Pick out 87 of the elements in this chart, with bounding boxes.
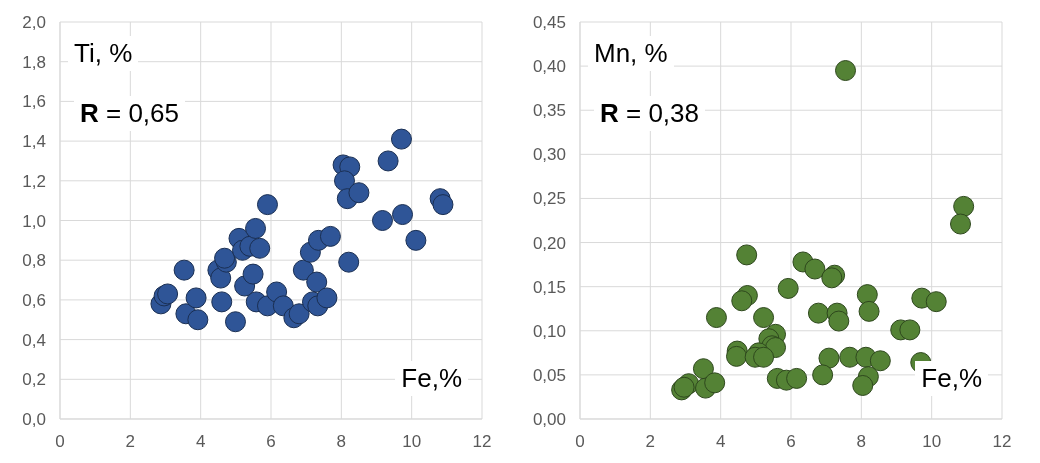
x-tick-label: 2 <box>645 432 656 452</box>
y-axis-title: Mn, % <box>588 36 674 71</box>
point <box>187 309 209 331</box>
point <box>173 259 195 281</box>
point <box>807 302 829 324</box>
x-tick-label: 12 <box>992 432 1012 452</box>
x-tick-label: 4 <box>195 432 206 452</box>
point <box>210 267 232 289</box>
point <box>835 60 857 82</box>
y-tick-label: 0,6 <box>22 290 46 310</box>
point <box>316 287 338 309</box>
x-tick-label: 8 <box>856 432 867 452</box>
y-tick-label: 1,0 <box>22 211 46 231</box>
point <box>899 319 921 341</box>
point <box>338 251 360 273</box>
point <box>377 150 399 172</box>
point <box>242 263 264 285</box>
point <box>348 182 370 204</box>
point <box>869 350 891 372</box>
y-tick-label: 0,0 <box>22 410 46 430</box>
x-tick-label: 2 <box>125 432 136 452</box>
point <box>704 372 726 394</box>
y-tick-label: 0,35 <box>532 101 566 121</box>
point <box>405 229 427 251</box>
point <box>371 210 393 231</box>
point <box>725 345 747 367</box>
x-tick-label: 0 <box>575 432 585 452</box>
point <box>288 303 310 325</box>
x-axis-title: Fe,% <box>395 361 468 396</box>
y-tick-label: 0,15 <box>532 277 566 297</box>
point <box>777 277 799 299</box>
x-tick-label: 4 <box>715 432 726 452</box>
point <box>950 213 971 235</box>
y-tick-label: 0,20 <box>532 233 566 253</box>
x-tick-label: 0 <box>55 432 65 452</box>
point <box>786 367 808 389</box>
point <box>245 217 267 239</box>
y-tick-label: 0,4 <box>22 330 46 350</box>
annotation: R = 0,38 <box>594 96 706 131</box>
point <box>953 195 975 217</box>
x-axis-title: Fe,% <box>915 361 988 396</box>
point <box>818 347 840 369</box>
y-tick-label: 0,2 <box>22 370 46 390</box>
point <box>852 374 874 396</box>
y-tick-label: 0,45 <box>532 13 566 33</box>
point <box>211 291 233 313</box>
point <box>753 346 775 368</box>
point <box>432 194 454 216</box>
y-tick-label: 1,8 <box>22 52 46 72</box>
point <box>736 244 758 266</box>
point <box>858 300 880 322</box>
point <box>392 204 414 226</box>
point <box>256 194 278 216</box>
annotation: R = 0,65 <box>74 96 186 131</box>
point <box>390 128 412 150</box>
x-tick-label: 10 <box>922 432 942 452</box>
x-tick-label: 8 <box>336 432 347 452</box>
point <box>319 225 341 247</box>
x-tick-label: 10 <box>402 432 422 452</box>
point <box>224 311 246 333</box>
y-tick-label: 0,00 <box>532 410 566 430</box>
y-tick-label: 0,30 <box>532 145 566 165</box>
x-tick-label: 6 <box>786 432 796 452</box>
y-tick-label: 0,10 <box>532 321 566 341</box>
point <box>804 258 826 280</box>
y-tick-label: 0,25 <box>532 189 566 209</box>
y-tick-label: 2,0 <box>22 13 46 33</box>
y-tick-label: 1,6 <box>22 92 46 112</box>
point <box>692 358 714 380</box>
y-axis-title: Ti, % <box>68 36 139 71</box>
point <box>292 259 314 281</box>
point <box>731 290 753 312</box>
point <box>306 271 328 293</box>
point <box>249 237 271 259</box>
point <box>812 364 834 386</box>
y-tick-label: 1,4 <box>22 132 46 152</box>
x-tick-label: 12 <box>472 432 492 452</box>
x-tick-label: 6 <box>266 432 276 452</box>
y-tick-label: 0,05 <box>532 365 566 385</box>
y-tick-label: 1,2 <box>22 171 46 191</box>
point <box>705 307 727 329</box>
y-tick-label: 0,8 <box>22 251 46 271</box>
point <box>828 310 850 332</box>
point <box>753 307 775 329</box>
y-tick-label: 0,40 <box>532 57 566 77</box>
point <box>925 291 947 313</box>
point <box>185 287 207 309</box>
